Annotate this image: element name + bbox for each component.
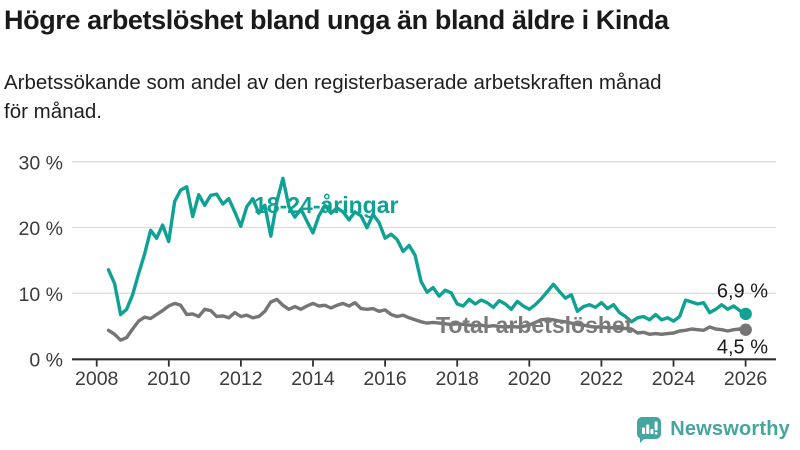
subtitle-line-1: Arbetssökande som andel av den registerb… <box>4 71 662 94</box>
series-line-0 <box>106 176 748 324</box>
newsworthy-brand-text: Newsworthy <box>670 417 790 440</box>
series-end-dot-1 <box>739 323 752 336</box>
series-label-total: Total arbetslöshet <box>436 312 633 338</box>
x-tick-label-2014: 2014 <box>291 368 335 390</box>
unemployment-line-chart: 30 % 20 % 10 % 0 % 2008 2010 2012 2014 2… <box>19 152 776 390</box>
x-tick-label-2018: 2018 <box>436 368 479 390</box>
series-end-dot-0 <box>739 307 752 321</box>
page-title: Högre arbetslöshet bland unga än bland ä… <box>4 5 669 35</box>
y-tick-label-10: 10 % <box>19 284 63 306</box>
y-tick-label-20: 20 % <box>19 218 63 240</box>
y-tick-label-0: 0 % <box>29 349 63 371</box>
x-tick-label-2024: 2024 <box>652 368 696 390</box>
end-value-label-young: 6,9 % <box>717 281 768 303</box>
newsworthy-brand: Newsworthy <box>635 414 790 444</box>
x-tick-label-2016: 2016 <box>363 368 406 390</box>
x-tick-label-2012: 2012 <box>219 368 262 390</box>
chart-subtitle: Arbetssökande som andel av den registerb… <box>4 68 662 126</box>
y-tick-label-30: 30 % <box>19 152 63 174</box>
x-tick-label-2008: 2008 <box>75 368 118 390</box>
x-tick-label-2010: 2010 <box>147 368 191 390</box>
series-label-young: 18-24-åringar <box>254 192 399 218</box>
subtitle-line-2: för månad. <box>4 100 102 123</box>
x-tick-label-2026: 2026 <box>724 368 767 390</box>
x-tick-label-2020: 2020 <box>508 368 552 390</box>
x-tick-label-2022: 2022 <box>580 368 623 390</box>
series-line-1 <box>106 297 748 342</box>
end-value-label-total: 4,5 % <box>717 337 768 359</box>
newsworthy-logo-icon <box>637 417 662 443</box>
